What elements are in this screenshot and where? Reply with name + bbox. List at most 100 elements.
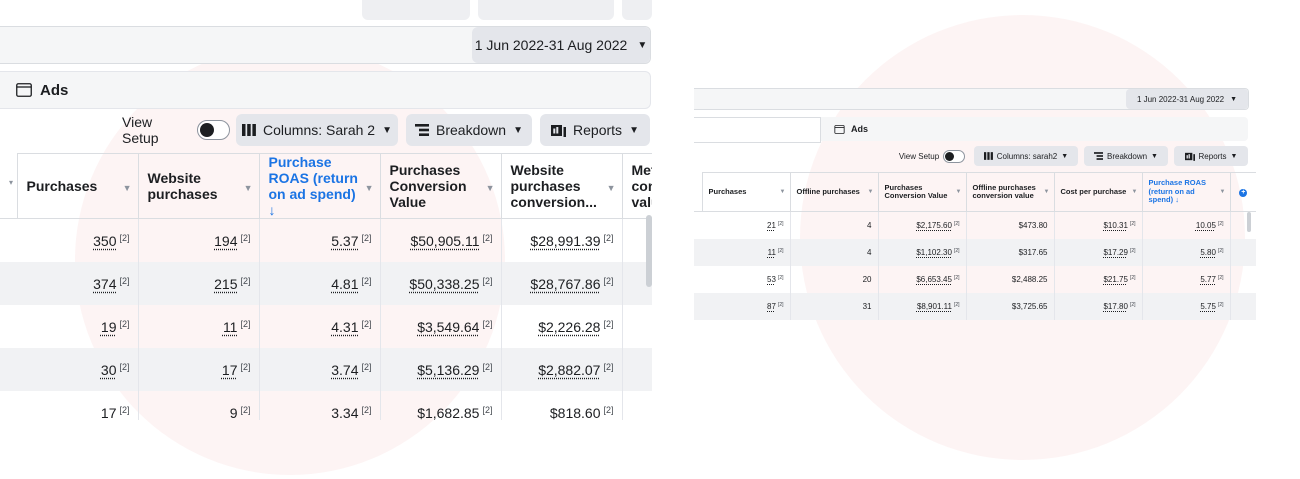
- column-header-purchases-conversion-value[interactable]: Purchases Conversion Value ▼: [380, 153, 502, 219]
- cell-value[interactable]: $2,226.28: [538, 318, 601, 335]
- table-row[interactable]: 17 [2] 9 [2] 3.34 [2] $1,682.85 [2] $818.60[…: [0, 391, 652, 420]
- cell-value[interactable]: $50,338.25: [409, 275, 480, 292]
- add-column-button[interactable]: +: [1230, 172, 1256, 212]
- cell-value[interactable]: 5.75: [1200, 302, 1216, 311]
- top-tab-ghost: [362, 0, 470, 20]
- columns-button[interactable]: Columns: sarah2 ▼: [974, 146, 1078, 166]
- cell-value[interactable]: 17: [221, 361, 238, 378]
- cell-value[interactable]: $21.75: [1103, 275, 1128, 284]
- cell-value[interactable]: $17.80: [1103, 302, 1128, 311]
- footnote: [2]: [603, 318, 614, 329]
- table-row[interactable]: 374 [2] 215 [2] 4.81 [2] $50,338.25 [2] $28,…: [0, 262, 652, 305]
- date-range-picker[interactable]: 1 Jun 2022-31 Aug 2022 ▼: [1126, 89, 1248, 109]
- cell-value[interactable]: 5.37: [331, 232, 359, 249]
- table-row[interactable]: 87 [2] 31 $8,901.11 [2] $3,725.65 $17.80 [2…: [694, 293, 1256, 320]
- ads-manager-panel-right: 1 Jun 2022-31 Aug 2022 ▼ Ads View Setup …: [694, 84, 1258, 324]
- view-setup-toggle[interactable]: View Setup: [894, 146, 970, 166]
- table-row[interactable]: 350 [2] 194 [2] 5.37 [2] $50,905.11 [2] $28,…: [0, 218, 652, 262]
- cell-value[interactable]: $5,136.29: [417, 361, 480, 378]
- reports-button[interactable]: Reports ▼: [1174, 146, 1248, 166]
- columns-button[interactable]: Columns: Sarah 2 ▼: [236, 114, 398, 146]
- table-row[interactable]: 53 [2] 20 $6,653.45 [2] $2,488.25 $21.75 [2…: [694, 266, 1256, 293]
- column-header-website-purchases[interactable]: Website purchases ▼: [138, 153, 260, 219]
- chevron-down-icon: ▼: [1230, 95, 1238, 103]
- cell-value[interactable]: $818.60: [549, 404, 601, 421]
- cell-value[interactable]: 4.81: [331, 275, 359, 292]
- cell-value[interactable]: 30: [100, 361, 117, 378]
- cell-value[interactable]: $1,102.30: [916, 248, 952, 257]
- table-row[interactable]: 19 [2] 11 [2] 4.31 [2] $3,549.64 [2] $2,226.…: [0, 305, 652, 348]
- footnote: [2]: [119, 361, 130, 372]
- column-header-purchase-roas[interactable]: Purchase ROAS (return on ad spend) ↓ ▼: [1142, 172, 1231, 212]
- column-header-website-purchases-conversion[interactable]: Website purchases conversion... ▼: [501, 153, 623, 219]
- cell-value[interactable]: $3,549.64: [417, 318, 480, 335]
- column-header-purchases[interactable]: Purchases ▼: [702, 172, 791, 212]
- cell-value[interactable]: $6,653.45: [916, 275, 952, 284]
- cell-value[interactable]: $8,901.11: [916, 302, 952, 311]
- view-setup-toggle[interactable]: View Setup: [122, 114, 230, 146]
- cell-value[interactable]: 350: [93, 232, 117, 249]
- footnote: [2]: [603, 361, 614, 372]
- chevron-down-icon: ▼: [1230, 152, 1238, 160]
- column-header-meta-conversion-value[interactable]: Met conv valu: [622, 153, 653, 219]
- column-header-purchases-conversion-value[interactable]: Purchases Conversion Value ▼: [878, 172, 967, 212]
- cell-value[interactable]: $28,767.86: [530, 275, 601, 292]
- column-header-purchases[interactable]: Purchases ▼: [17, 153, 139, 219]
- cell-value[interactable]: 53: [767, 275, 776, 284]
- cell-value[interactable]: $17.29: [1103, 248, 1128, 257]
- sort-caret-icon: ▼: [1043, 189, 1050, 195]
- search-filter-bar[interactable]: 1 Jun 2022-31 Aug 2022 ▼: [0, 26, 651, 64]
- reports-button[interactable]: Reports ▼: [540, 114, 650, 146]
- cell-value[interactable]: 3.34: [331, 404, 359, 421]
- table-row[interactable]: 21 [2] 4 $2,175.60 [2] $473.80 $10.31 [2] 1…: [694, 211, 1256, 239]
- cell-value[interactable]: $1,682.85: [417, 404, 480, 421]
- column-header-label: Met conv valu: [631, 162, 653, 210]
- cell-value[interactable]: $28,991.39: [530, 232, 601, 249]
- search-filter-bar[interactable]: 1 Jun 2022-31 Aug 2022 ▼: [694, 88, 1249, 110]
- breakdown-button[interactable]: Breakdown ▼: [406, 114, 532, 146]
- cell-value[interactable]: 215: [214, 275, 238, 292]
- cell-value[interactable]: 4.31: [331, 318, 359, 335]
- cell-value[interactable]: 21: [767, 221, 776, 230]
- chevron-down-icon: ▼: [382, 124, 392, 136]
- vertical-scrollbar[interactable]: [646, 215, 652, 287]
- column-header-cost-per-purchase[interactable]: Cost per purchase ▼: [1054, 172, 1143, 212]
- tab-ads[interactable]: Ads: [16, 72, 68, 108]
- date-range-picker[interactable]: 1 Jun 2022-31 Aug 2022 ▼: [472, 27, 650, 63]
- cell-value[interactable]: 11: [767, 248, 776, 257]
- sort-caret-icon: ▼: [485, 183, 495, 193]
- cell-value[interactable]: 5.80: [1200, 248, 1216, 257]
- tab-ads-label: Ads: [851, 124, 869, 134]
- header-spacer: [0, 153, 18, 219]
- column-header-purchase-roas[interactable]: Purchase ROAS (return on ad spend) ↓ ▼: [259, 153, 381, 219]
- footnote: [2]: [119, 232, 130, 243]
- top-tabs-strip: [0, 0, 652, 20]
- footnote: [2]: [777, 275, 784, 281]
- table-row[interactable]: 30 [2] 17 [2] 3.74 [2] $5,136.29 [2] $2,882.…: [0, 348, 652, 391]
- cell-value[interactable]: $2,175.60: [916, 221, 952, 230]
- cell-value[interactable]: 17: [100, 404, 117, 421]
- tab-ads[interactable]: Ads: [834, 117, 868, 141]
- cell-value[interactable]: $50,905.11: [410, 232, 480, 249]
- cell-value[interactable]: 194: [214, 232, 238, 249]
- cell-value[interactable]: 3.74: [331, 361, 359, 378]
- cell-value[interactable]: 10.05: [1195, 221, 1216, 230]
- cell-value[interactable]: 5.77: [1200, 275, 1216, 284]
- vertical-scrollbar[interactable]: [1247, 212, 1251, 232]
- column-header-label: Purchase ROAS (return on ad spend): [1148, 178, 1207, 205]
- cell-value[interactable]: $10.31: [1103, 221, 1128, 230]
- cell-value[interactable]: 19: [100, 318, 117, 335]
- cell-value[interactable]: $2,882.07: [538, 361, 601, 378]
- cell-value[interactable]: 11: [222, 318, 238, 335]
- cell-value[interactable]: 374: [93, 275, 117, 292]
- table-row[interactable]: 11 [2] 4 $1,102.30 [2] $317.65 $17.29 [2] 5…: [694, 239, 1256, 266]
- toggle-switch[interactable]: [943, 149, 966, 163]
- toggle-switch[interactable]: [197, 120, 230, 140]
- cell-value[interactable]: 87: [767, 302, 776, 311]
- footnote: [2]: [1217, 275, 1224, 281]
- breakdown-button[interactable]: Breakdown ▼: [1084, 146, 1168, 166]
- columns-button-label: Columns: Sarah 2: [263, 122, 376, 138]
- column-header-offline-purchases[interactable]: Offline purchases ▼: [790, 172, 879, 212]
- cell-value[interactable]: 9: [229, 404, 238, 421]
- column-header-offline-conversion-value[interactable]: Offline purchases conversion value ▼: [966, 172, 1055, 212]
